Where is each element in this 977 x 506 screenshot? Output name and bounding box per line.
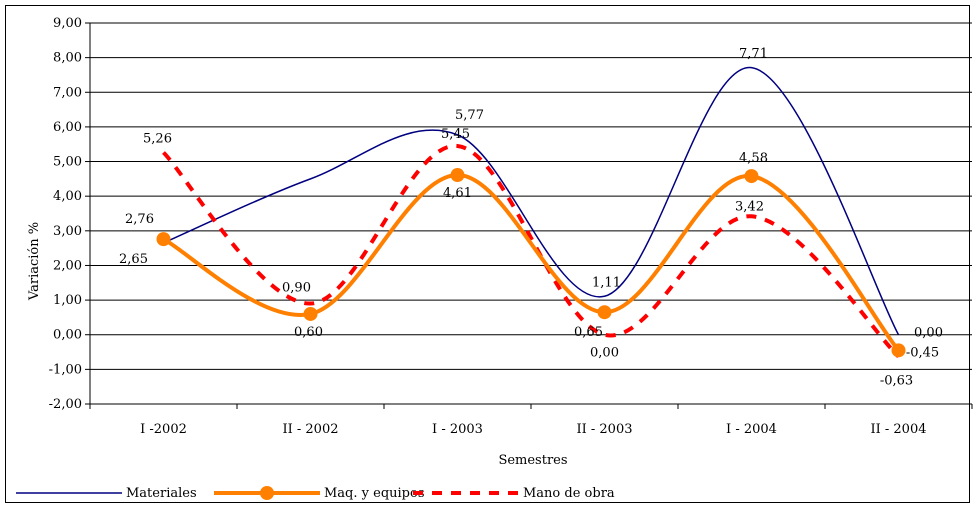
y-tick-label: -2,00 <box>49 397 82 412</box>
data-label-1-1: 0,60 <box>294 325 323 340</box>
x-tick-labels: I -2002 II - 2002 I - 2003 II - 2003 I - 200… <box>140 422 926 437</box>
data-label-1-0: 2,76 <box>125 212 154 227</box>
y-tick-labels: -2,00 -1,00 0,00 1,00 2,00 3,00 4,00 5,00 6,00 7,… <box>49 16 82 412</box>
data-label-1-5: -0,45 <box>906 345 939 360</box>
data-label-1-3: 0,65 <box>574 325 603 340</box>
data-label-2-1: 0,90 <box>282 281 311 296</box>
series-1-point-1 <box>303 306 318 321</box>
series-1-point-5 <box>891 343 906 358</box>
x-tick-label: II - 2004 <box>870 422 926 437</box>
x-tick-label: II - 2002 <box>282 422 338 437</box>
data-labels: 2,65 5,77 1,11 7,71 0,00 2,76 0,60 4,61 0,65 4,58… <box>119 47 943 389</box>
y-tick-label: -1,00 <box>49 362 82 377</box>
data-label-0-2: 5,77 <box>455 108 484 123</box>
y-tick-label: 6,00 <box>53 120 82 135</box>
data-label-1-2: 4,61 <box>443 186 472 201</box>
y-axis-title: Variación % <box>27 222 42 301</box>
series-line-1 <box>162 173 901 352</box>
data-label-2-0: 5,26 <box>143 132 172 147</box>
y-tick-label: 9,00 <box>53 16 82 31</box>
legend-label-1: Maq. y equipos <box>324 486 425 501</box>
y-tick-label: 7,00 <box>53 85 82 100</box>
series-1-point-2 <box>450 168 465 183</box>
gridlines <box>85 22 973 409</box>
series-1-point-3 <box>597 305 612 320</box>
y-tick-label: 8,00 <box>53 51 82 66</box>
data-label-2-3: 0,00 <box>590 346 619 361</box>
data-label-2-2: 5,45 <box>441 127 470 142</box>
y-tick-label: 2,00 <box>53 258 82 273</box>
legend-label-2: Mano de obra <box>523 486 615 501</box>
x-axis-title: Semestres <box>498 453 567 468</box>
data-label-0-5: 0,00 <box>914 326 943 341</box>
data-label-1-4: 4,58 <box>739 151 768 166</box>
chart-frame <box>5 5 970 503</box>
y-tick-label: 5,00 <box>53 155 82 170</box>
x-tick-label: I -2002 <box>140 422 187 437</box>
y-tick-label: 1,00 <box>53 293 82 308</box>
data-label-0-3: 1,11 <box>592 275 621 290</box>
data-label-0-4: 7,71 <box>739 47 768 62</box>
x-tick-label: I - 2003 <box>432 422 483 437</box>
x-tick-label: II - 2003 <box>576 422 632 437</box>
series-1-point-0 <box>156 232 171 247</box>
data-label-2-5: -0,63 <box>880 374 913 389</box>
series-line-2 <box>162 143 900 358</box>
y-tick-label: 3,00 <box>53 224 82 239</box>
data-label-0-0: 2,65 <box>119 252 148 267</box>
data-label-2-4: 3,42 <box>735 199 764 214</box>
series-1-point-4 <box>744 169 759 184</box>
y-tick-label: 0,00 <box>53 328 82 343</box>
series-lines <box>156 66 906 358</box>
series-line-0 <box>163 66 900 336</box>
y-tick-label: 4,00 <box>53 189 82 204</box>
x-tick-label: I - 2004 <box>726 422 777 437</box>
legend-marker-1 <box>260 486 274 500</box>
legend-label-0: Materiales <box>126 486 197 501</box>
legend: Materiales Maq. y equipos Mano de obra <box>16 486 615 501</box>
